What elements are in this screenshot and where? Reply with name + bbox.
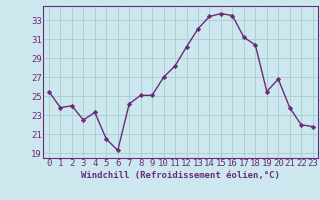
X-axis label: Windchill (Refroidissement éolien,°C): Windchill (Refroidissement éolien,°C) [81,171,280,180]
